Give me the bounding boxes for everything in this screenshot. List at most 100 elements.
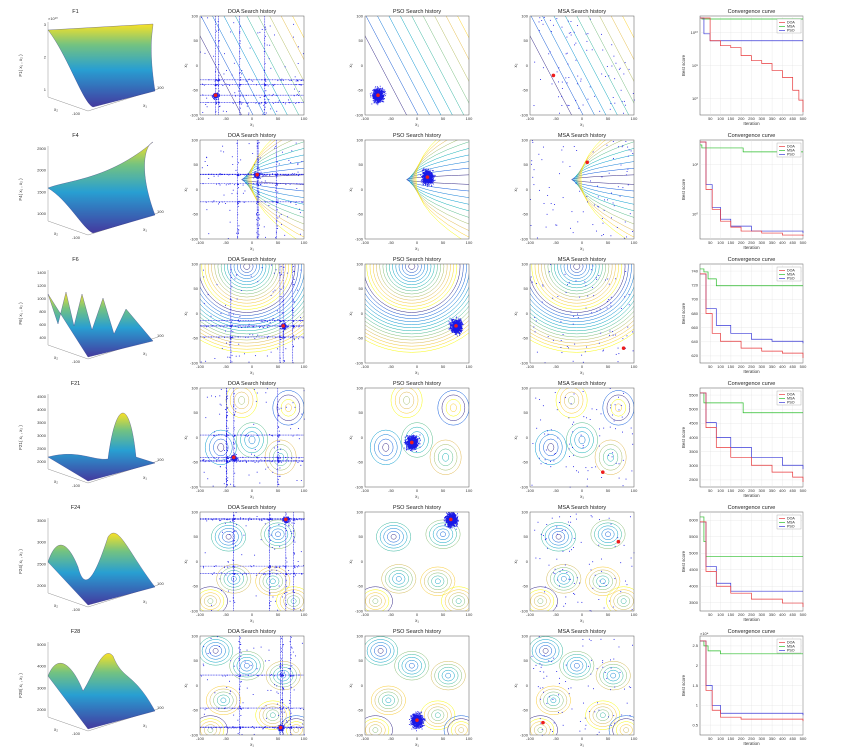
search-point: [619, 67, 621, 69]
search-point: [424, 179, 426, 181]
search-point: [267, 337, 268, 339]
search-point: [302, 201, 304, 203]
search-point: [237, 183, 238, 185]
search-point: [216, 95, 218, 97]
search-point: [606, 144, 608, 146]
search-point: [609, 108, 611, 110]
search-point: [455, 333, 457, 334]
search-point: [374, 89, 376, 91]
search-point: [425, 172, 427, 174]
search-points: [530, 264, 634, 364]
search-point: [429, 181, 431, 183]
search-point: [216, 284, 218, 286]
search-point: [223, 483, 225, 485]
legend-entry: MSA: [787, 273, 795, 277]
search-point: [459, 318, 461, 320]
x-tick-label: 100: [301, 364, 308, 369]
search-point: [454, 321, 456, 323]
x-tick-label: 50: [276, 116, 281, 121]
search-point: [611, 217, 612, 219]
search-point: [429, 181, 431, 183]
search-point: [230, 268, 232, 270]
search-point: [223, 73, 225, 75]
x-tick-label: 100: [466, 240, 473, 245]
search-point: [256, 213, 257, 215]
search-point: [236, 202, 238, 204]
search-point: [379, 89, 381, 91]
search-point: [455, 317, 457, 319]
search-point: [603, 234, 604, 235]
search-point: [578, 107, 580, 109]
contour-lines: [530, 16, 634, 115]
search-point: [267, 466, 269, 468]
search-point: [246, 435, 248, 437]
search-point: [234, 278, 236, 280]
search-point: [282, 304, 284, 306]
contour-lines: [530, 264, 634, 353]
search-point: [595, 230, 597, 232]
contour-line: [240, 426, 264, 454]
contour-line: [244, 154, 304, 205]
search-point: [237, 173, 239, 175]
search-point: [272, 460, 273, 462]
search-point: [453, 323, 455, 325]
search-point: [258, 183, 260, 185]
search-point: [449, 323, 451, 325]
z-tick-label: 3500: [37, 420, 47, 425]
search-point: [564, 273, 566, 275]
search-point: [237, 459, 239, 461]
search-point: [279, 361, 281, 363]
search-point: [203, 459, 205, 461]
search-point: [238, 229, 240, 231]
contour-line: [434, 16, 469, 82]
x-tick-label: 450: [789, 240, 796, 245]
search-point: [457, 329, 459, 331]
search-point: [431, 174, 433, 176]
search-point: [203, 276, 205, 278]
search-point: [267, 335, 269, 337]
search-point: [277, 419, 279, 421]
search-point: [218, 434, 219, 436]
search-point: [258, 172, 260, 174]
search-point: [228, 174, 230, 176]
search-point: [269, 434, 271, 436]
search-point: [270, 108, 272, 110]
search-point: [268, 94, 270, 96]
search-point: [460, 326, 462, 328]
contour-line: [411, 16, 465, 115]
search-point: [632, 153, 634, 154]
search-point: [533, 184, 535, 186]
search-point: [220, 150, 222, 152]
search-point: [380, 88, 382, 90]
search-point: [592, 265, 594, 267]
search-point: [457, 324, 459, 325]
z-tick-label: 1: [44, 87, 47, 92]
search-point: [548, 187, 550, 188]
contour-lines: [365, 16, 469, 115]
search-point: [381, 96, 383, 98]
search-point: [253, 326, 255, 328]
search-point: [627, 168, 629, 170]
search-point: [295, 204, 297, 205]
search-point: [457, 324, 459, 326]
search-point: [214, 98, 216, 100]
legend-entry: MSA: [787, 25, 795, 29]
search-point: [427, 168, 429, 170]
search-point: [462, 329, 464, 331]
search-point: [624, 221, 626, 223]
z-tick-label: 400: [39, 335, 46, 340]
search-point: [284, 337, 286, 339]
contour-line: [405, 264, 419, 273]
search-point: [227, 457, 228, 459]
search-point: [610, 302, 612, 304]
search-point: [284, 324, 286, 326]
search-point: [611, 192, 612, 194]
search-point: [262, 83, 264, 85]
search-point: [373, 88, 375, 90]
search-point: [228, 460, 230, 462]
contour-line: [241, 174, 304, 185]
search-point: [458, 328, 460, 330]
search-point: [610, 305, 612, 307]
search-point: [254, 173, 256, 174]
search-point: [579, 190, 581, 192]
